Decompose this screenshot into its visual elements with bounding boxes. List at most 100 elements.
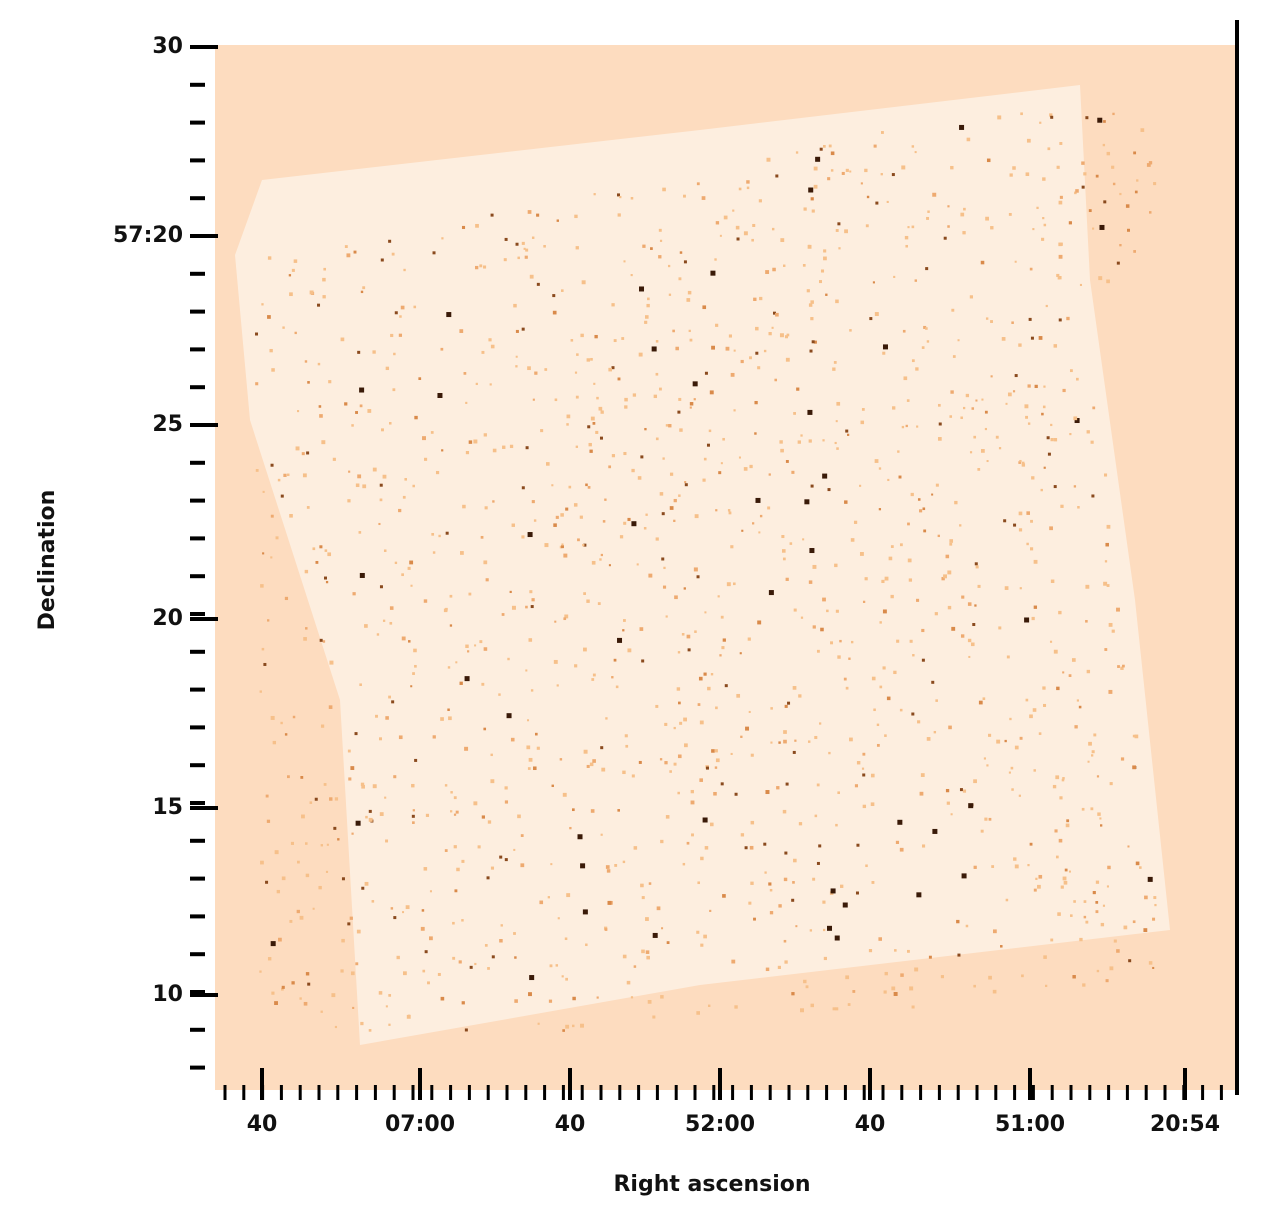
speck [487,967,490,970]
speck [776,786,780,790]
speck [529,274,534,279]
speck [678,494,681,497]
speck [1009,173,1013,177]
speck [425,813,430,817]
speck [388,422,392,425]
speck [661,512,665,516]
speck [537,1022,540,1025]
speck [631,774,635,778]
speck [1111,165,1115,169]
speck [359,387,365,393]
speck [984,410,988,414]
speck [611,366,615,370]
speck [301,452,305,456]
speck [357,350,361,354]
speck [591,560,596,565]
speck [281,985,285,989]
speck [263,662,267,666]
speck [1036,206,1039,210]
speck [860,182,863,185]
speck [763,842,767,846]
speck [359,404,363,408]
speck [607,900,612,905]
speck [477,845,481,849]
speck [450,810,453,813]
speck [407,566,411,570]
speck [646,303,650,308]
speck [945,554,950,559]
speck [880,131,884,134]
speck [748,710,751,713]
speck [835,1007,839,1011]
speck [348,470,351,473]
speck [691,833,694,837]
speck [272,740,277,745]
speck [527,767,531,770]
speck [262,490,265,493]
speck [1152,917,1156,921]
speck [986,460,989,463]
speck [672,329,675,333]
speck [360,1021,364,1026]
speck [368,1029,372,1032]
speck [334,1025,338,1029]
speck [276,889,281,894]
speck [970,642,975,647]
speck [825,293,828,296]
speck [255,382,259,386]
speck [297,860,300,864]
speck [748,901,752,905]
speck [294,331,297,335]
speck [1050,579,1055,584]
speck [706,443,710,447]
speck [823,956,827,961]
speck [327,552,332,557]
speck [525,669,528,672]
speck [771,326,774,329]
speck [598,406,603,411]
speck [1083,172,1087,176]
speck [1011,788,1014,791]
speck [766,157,771,162]
speck [1112,112,1115,116]
speck [355,483,360,488]
speck [980,829,984,833]
speck [277,478,281,482]
speck [289,292,293,297]
speck [774,378,778,382]
speck [662,457,665,460]
speck [865,224,869,228]
speck [787,701,791,705]
speck [888,556,893,561]
speck [600,410,604,414]
speck [261,303,264,306]
speck [1025,698,1029,702]
speck [740,359,744,364]
speck [849,329,852,332]
speck [583,543,587,547]
speck [948,725,952,730]
speck [992,989,997,994]
speck [703,672,707,676]
speck [1083,915,1087,919]
speck [969,451,973,454]
speck [896,639,900,643]
speck [536,746,540,750]
speck [710,270,716,276]
speck [383,549,387,552]
speck [270,715,275,720]
speck [739,652,742,655]
speck [781,534,785,539]
speck [1033,559,1038,564]
speck [849,170,852,173]
speck [975,565,979,569]
speck [431,532,435,536]
speck [791,992,795,996]
speck [1112,182,1116,186]
speck [1076,699,1079,702]
speck [1092,891,1096,895]
speck [872,281,875,284]
speck [701,196,706,200]
speck [528,638,533,642]
speck [592,422,596,425]
